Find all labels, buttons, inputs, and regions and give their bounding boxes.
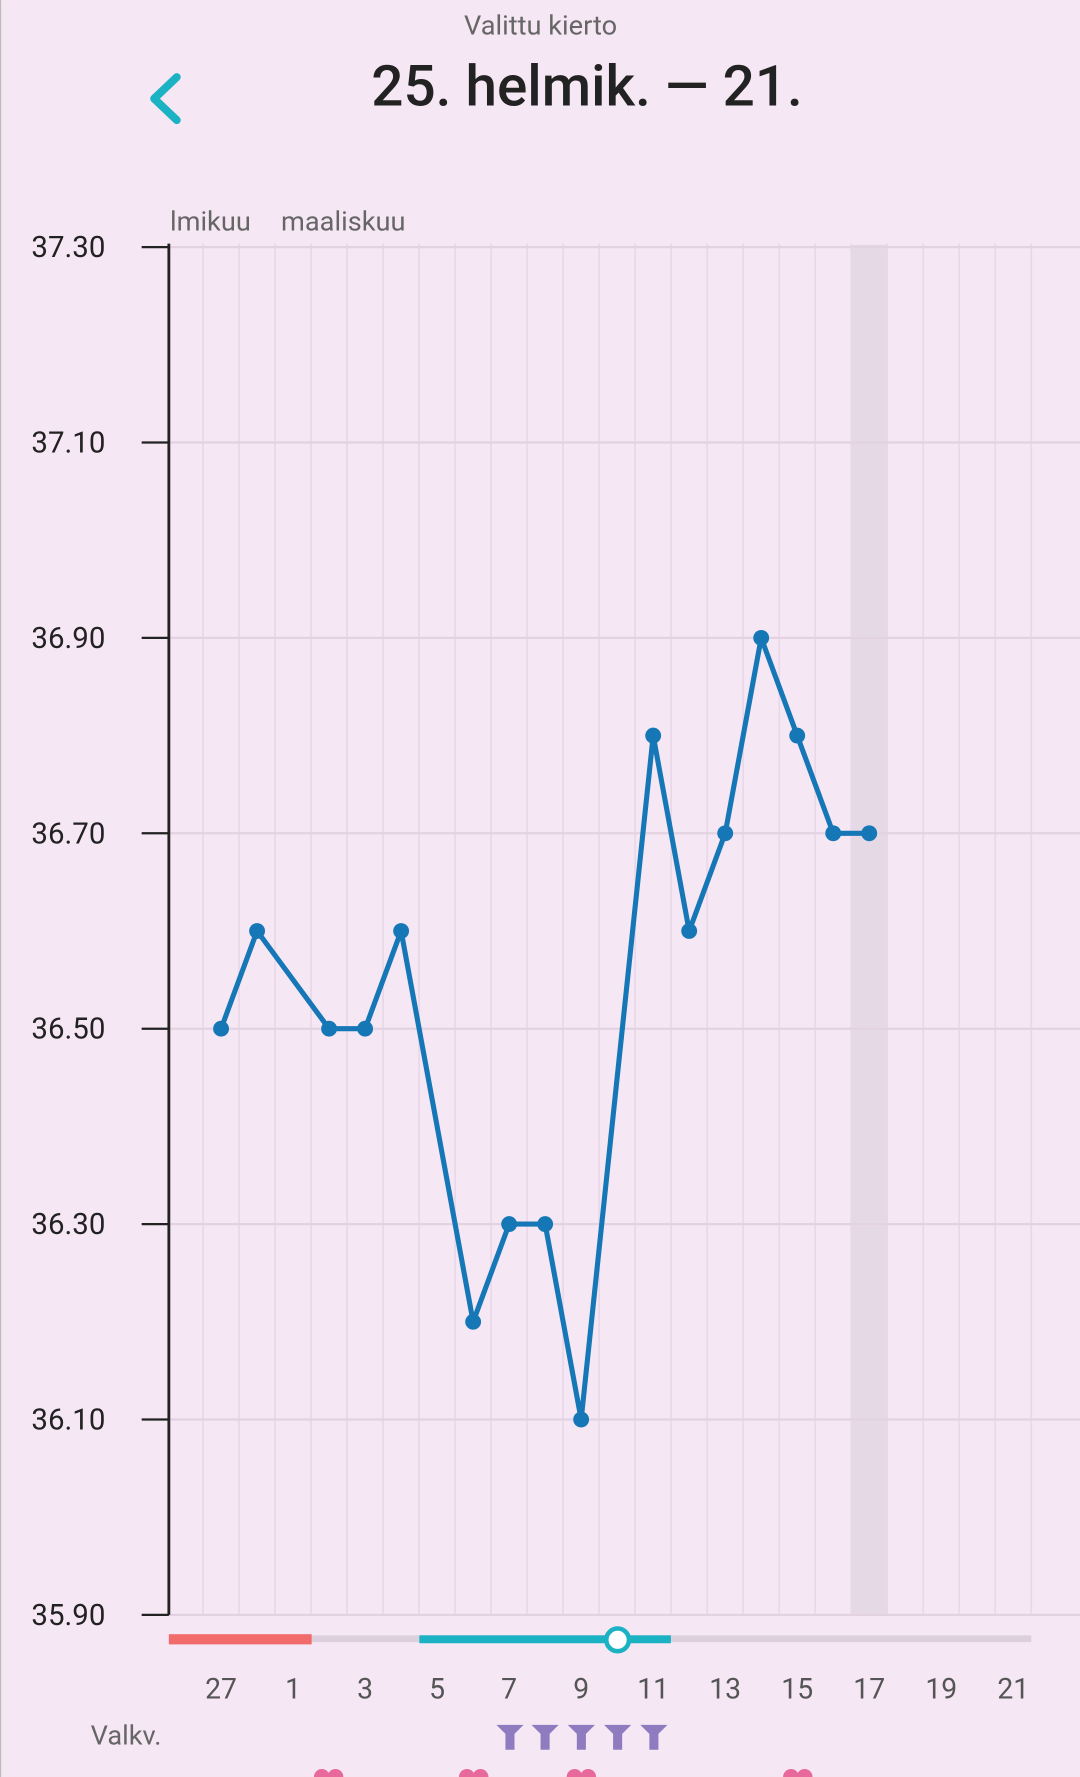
temperature-point xyxy=(861,825,878,842)
y-tick-label: 37.30 xyxy=(31,231,105,265)
temperature-point xyxy=(393,923,410,939)
month-label: maaliskuu xyxy=(281,205,405,237)
temperature-line xyxy=(218,635,870,1423)
discharge-label: Valkv. xyxy=(91,1720,162,1752)
temperature-point xyxy=(249,923,266,939)
title: 25. helmik. — 21. xyxy=(371,53,803,120)
temperature-point xyxy=(501,1216,518,1233)
subtitle: Valittu kierto xyxy=(464,9,617,41)
period-bar xyxy=(168,1634,312,1645)
x-tick-label: 17 xyxy=(853,1672,885,1705)
x-tick-label: 9 xyxy=(573,1672,589,1705)
x-tick-label: 5 xyxy=(429,1672,445,1705)
x-tick-label: 27 xyxy=(205,1672,237,1705)
temperature-point xyxy=(573,1411,590,1428)
temperature-point xyxy=(321,1020,338,1037)
x-tick-label: 3 xyxy=(357,1672,373,1705)
plot: 35.90 36.10 36.30 36.50 36.70 36.90 37.10 37.30… xyxy=(31,231,1080,1705)
temperature-point xyxy=(753,629,770,646)
temperature-point xyxy=(465,1313,482,1330)
x-tick-label: 15 xyxy=(781,1672,813,1705)
x-tick-label: 11 xyxy=(637,1672,669,1705)
y-tick-label: 36.90 xyxy=(31,622,105,656)
y-tick-label: 36.70 xyxy=(31,817,105,851)
temperature-point xyxy=(645,727,662,744)
temperature-point xyxy=(681,923,698,939)
x-tick-label: 19 xyxy=(925,1672,957,1705)
discharge-icons xyxy=(496,1724,668,1750)
y-tick-label: 36.30 xyxy=(31,1208,105,1242)
temperature-point xyxy=(357,1020,374,1037)
temperature-point xyxy=(717,825,734,842)
fertile-bar xyxy=(419,1635,671,1644)
today-highlight xyxy=(851,244,888,1615)
heart-icons xyxy=(313,1769,813,1777)
x-tick-label: 13 xyxy=(709,1672,741,1705)
y-tick-label: 36.50 xyxy=(31,1013,105,1047)
temperature-point xyxy=(537,1216,554,1233)
temperature-point xyxy=(789,727,806,744)
y-tick-label: 37.10 xyxy=(31,427,105,461)
temperature-point xyxy=(213,1020,230,1037)
ovulation-marker xyxy=(604,1626,632,1654)
temperature-point xyxy=(825,825,842,842)
month-label: lmikuu xyxy=(170,205,251,237)
y-tick-label: 36.10 xyxy=(31,1404,105,1438)
x-tick-label: 21 xyxy=(997,1672,1029,1705)
x-tick-label: 7 xyxy=(501,1672,517,1705)
x-tick-label: 1 xyxy=(285,1672,301,1705)
y-tick-label: 35.90 xyxy=(31,1599,105,1633)
back-button[interactable] xyxy=(150,73,181,125)
